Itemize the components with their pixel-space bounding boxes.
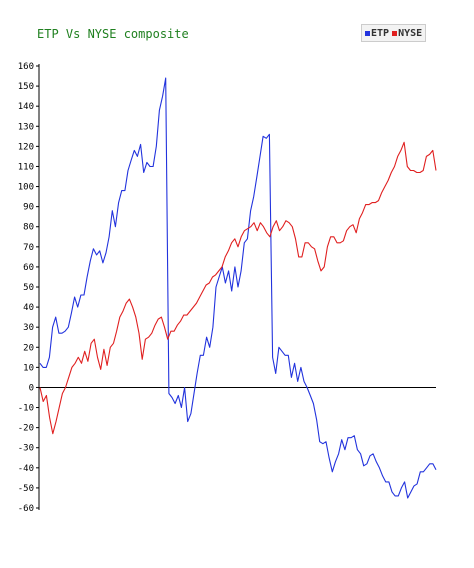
y-tick-label: 120 bbox=[18, 142, 34, 152]
legend-swatch-etp bbox=[365, 30, 370, 36]
y-tick-label: 100 bbox=[18, 183, 34, 193]
y-tick-label: 90 bbox=[23, 203, 34, 213]
y-tick-label: 50 bbox=[23, 283, 34, 293]
y-tick-label: 110 bbox=[18, 162, 34, 172]
series-line-nyse bbox=[39, 141, 437, 435]
y-tick-label: 140 bbox=[18, 102, 34, 112]
y-tick-label: 20 bbox=[23, 343, 34, 353]
y-tick-label: 70 bbox=[23, 243, 34, 253]
y-tick-label: 80 bbox=[23, 223, 34, 233]
legend-swatch-nyse bbox=[392, 30, 398, 36]
y-tick-label: -20 bbox=[18, 424, 34, 434]
y-tick-label: -10 bbox=[18, 404, 34, 414]
chart-title: ETP Vs NYSE composite bbox=[37, 27, 189, 41]
y-tick-label: 160 bbox=[18, 62, 34, 72]
y-tick-label: 150 bbox=[18, 82, 34, 92]
legend-label-etp: ETP bbox=[371, 27, 390, 39]
legend-label-nyse: NYSE bbox=[398, 27, 423, 39]
y-tick-label: -60 bbox=[18, 504, 34, 514]
y-tick-label: 130 bbox=[18, 122, 34, 132]
series-line-etp bbox=[39, 77, 437, 499]
legend: ETP NYSE bbox=[361, 24, 427, 42]
y-tick-label: 10 bbox=[23, 363, 34, 373]
legend-item-nyse: NYSE bbox=[392, 28, 422, 39]
y-tick-label: 40 bbox=[23, 303, 34, 313]
legend-item-etp: ETP bbox=[365, 28, 389, 39]
y-tick-label: 30 bbox=[23, 323, 34, 333]
y-tick-label: -50 bbox=[18, 484, 34, 494]
y-tick-label: -30 bbox=[18, 444, 34, 454]
y-tick-label: -40 bbox=[18, 464, 34, 474]
y-tick-label: 0 bbox=[29, 383, 34, 393]
y-tick-label: 60 bbox=[23, 263, 34, 273]
